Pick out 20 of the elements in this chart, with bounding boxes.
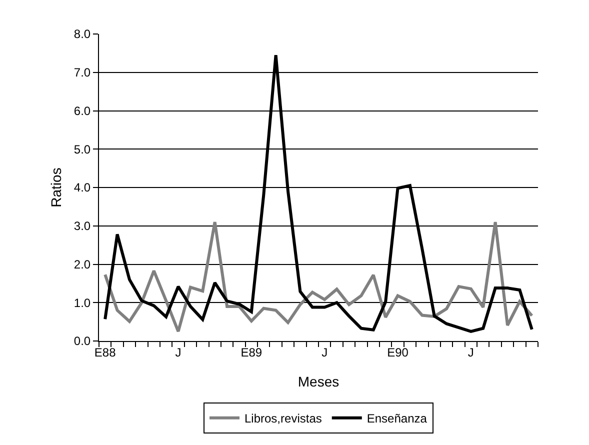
x-tick-label: J xyxy=(175,345,182,360)
y-tick-label: 7.0 xyxy=(74,66,91,80)
legend-label: Libros,revistas xyxy=(244,412,322,426)
x-axis-title: Meses xyxy=(298,374,340,390)
line-series xyxy=(104,220,534,333)
x-tick-label: E88 xyxy=(94,345,116,360)
y-tick-label: 3.0 xyxy=(74,219,91,234)
x-tick-label: J xyxy=(322,345,328,360)
y-tick-label: 4.0 xyxy=(74,180,91,195)
x-tick-label: J xyxy=(468,345,474,360)
y-tick-label: 6.0 xyxy=(74,104,91,118)
x-tick-label: E89 xyxy=(240,345,262,360)
legend-label: Enseñanza xyxy=(366,412,428,426)
y-tick-label: 5.0 xyxy=(74,142,91,156)
x-tick-label: E90 xyxy=(387,345,409,360)
y-tick-label: 8.0 xyxy=(74,27,91,42)
y-tick-label: 1.0 xyxy=(74,296,91,310)
y-tick-label: 2.0 xyxy=(74,257,91,272)
y-axis-title: Ratios xyxy=(48,168,64,208)
y-tick-label: 0.0 xyxy=(74,334,91,348)
